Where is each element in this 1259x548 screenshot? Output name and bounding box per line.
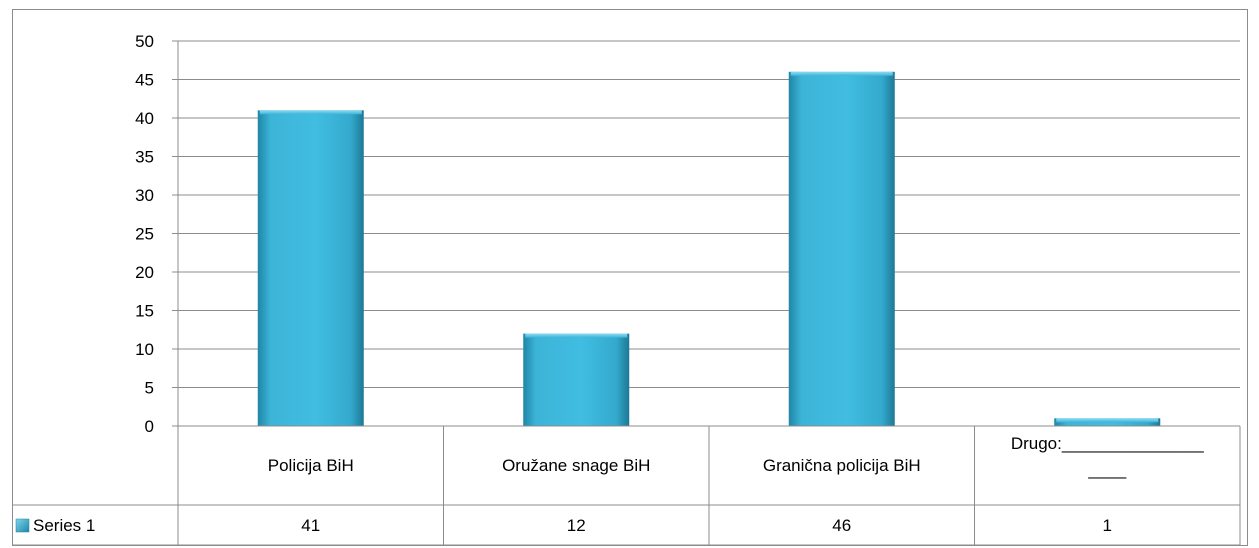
bar-top [525,333,628,338]
y-tick-label: 30 [135,186,154,205]
bar [788,71,895,427]
legend-key-icon [15,518,30,533]
category-label-line: ____ [1087,460,1126,479]
data-table-value: 46 [832,516,851,535]
data-table-value: 41 [301,516,320,535]
category-label: Granična policija BiH [763,456,921,475]
y-tick-label: 15 [135,302,154,321]
legend-series-name: Series 1 [33,516,95,535]
bar-body [788,71,895,427]
y-tick-label: 40 [135,109,154,128]
category-label: Oružane snage BiH [502,456,650,475]
data-table-value: 12 [567,516,586,535]
y-tick-label: 20 [135,263,154,282]
bar-top [790,71,893,76]
y-tick-label: 25 [135,225,154,244]
bar-top [259,110,362,115]
bar-body [523,333,630,426]
category-label-line: Drugo:_______________ [1011,434,1204,453]
y-tick-label: 5 [145,379,154,398]
category-label: Policija BiH [268,456,354,475]
bar [1054,418,1161,426]
bar [523,333,630,426]
y-tick-label: 45 [135,71,154,90]
data-table-value: 1 [1103,516,1112,535]
y-tick-label: 10 [135,340,154,359]
y-tick-label: 35 [135,148,154,167]
bar-top [1056,418,1159,423]
y-tick-label: 0 [145,417,154,436]
bar-body [257,110,364,427]
bar [257,110,364,427]
y-tick-label: 50 [135,32,154,51]
category-label: Drugo:_______________ ____ [1011,434,1204,479]
